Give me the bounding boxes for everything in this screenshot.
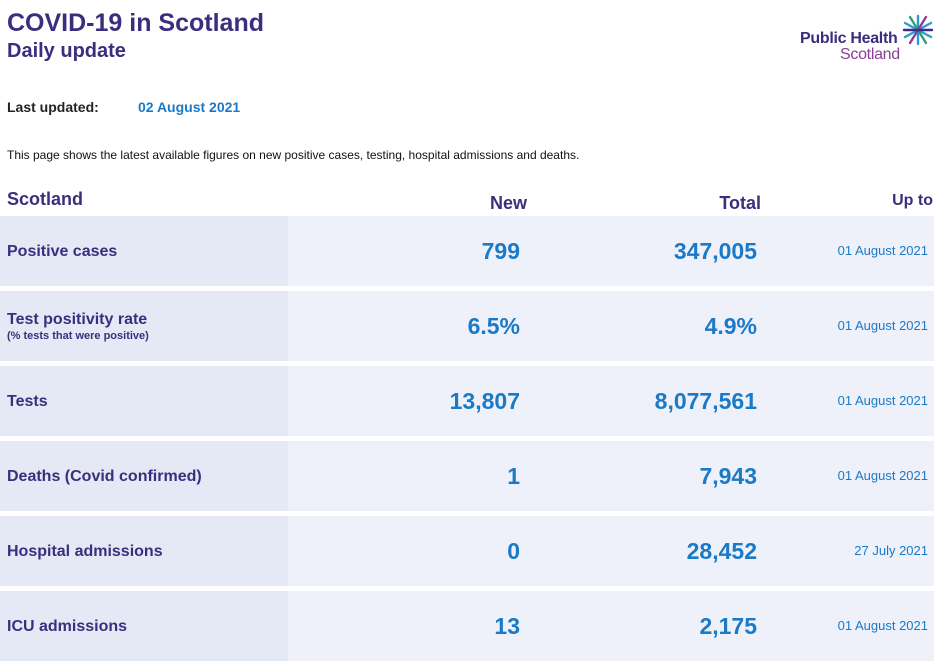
row-label-cell bbox=[0, 441, 288, 511]
logo-star-icon bbox=[902, 14, 934, 46]
page-title: COVID-19 in Scotland bbox=[7, 9, 264, 37]
row-date: 01 August 2021 bbox=[837, 393, 928, 408]
row-label-cell bbox=[0, 366, 288, 436]
row-date: 01 August 2021 bbox=[837, 243, 928, 258]
row-new-value: 13,807 bbox=[449, 388, 520, 414]
row-label: Test positivity rate bbox=[7, 311, 148, 328]
table-row: Hospital admissions 0 28,452 27 July 202… bbox=[0, 516, 934, 586]
row-total-value: 347,005 bbox=[673, 238, 757, 264]
row-label-cell bbox=[0, 516, 288, 586]
column-header-up-to: Up to bbox=[892, 192, 933, 209]
table-row: Positive cases 799 347,005 01 August 202… bbox=[0, 216, 934, 286]
row-new-value: 13 bbox=[494, 613, 520, 639]
row-total-value: 2,175 bbox=[699, 613, 757, 639]
row-label-cell bbox=[0, 216, 288, 286]
column-header-total: Total bbox=[719, 193, 761, 213]
row-label-cell bbox=[0, 591, 288, 661]
last-updated-value: 02 August 2021 bbox=[138, 99, 241, 115]
row-date: 27 July 2021 bbox=[854, 543, 928, 558]
column-header-new: New bbox=[489, 193, 527, 213]
column-header-region: Scotland bbox=[7, 189, 84, 209]
phs-logo[interactable]: Public Health Scotland bbox=[800, 14, 935, 68]
row-label: Deaths (Covid confirmed) bbox=[7, 468, 202, 485]
row-date: 01 August 2021 bbox=[837, 318, 928, 333]
logo-text-line2: Scotland bbox=[840, 46, 900, 63]
row-new-value: 1 bbox=[507, 463, 520, 489]
row-label-cell bbox=[0, 291, 288, 361]
row-total-value: 7,943 bbox=[699, 463, 757, 489]
row-label: Tests bbox=[7, 393, 48, 410]
row-new-value: 0 bbox=[507, 538, 520, 564]
logo-text-line1: Public Health bbox=[800, 30, 898, 47]
row-new-value: 6.5% bbox=[467, 313, 520, 339]
row-sublabel: (% tests that were positive) bbox=[7, 330, 149, 342]
row-label: ICU admissions bbox=[7, 618, 128, 635]
table-row: Test positivity rate (% tests that were … bbox=[0, 291, 934, 361]
row-date: 01 August 2021 bbox=[837, 468, 928, 483]
row-label: Positive cases bbox=[7, 243, 118, 260]
table-row: Tests 13,807 8,077,561 01 August 2021 bbox=[0, 366, 934, 436]
intro-text: This page shows the latest available fig… bbox=[7, 148, 580, 162]
row-date: 01 August 2021 bbox=[837, 618, 928, 633]
row-total-value: 28,452 bbox=[686, 538, 757, 564]
last-updated-label: Last updated: bbox=[7, 99, 99, 115]
table-row: ICU admissions 13 2,175 01 August 2021 bbox=[0, 591, 934, 661]
row-total-value: 4.9% bbox=[704, 313, 757, 339]
row-new-value: 799 bbox=[481, 238, 520, 264]
page-subtitle: Daily update bbox=[7, 40, 126, 62]
table-row: Deaths (Covid confirmed) 1 7,943 01 Augu… bbox=[0, 441, 934, 511]
row-label: Hospital admissions bbox=[7, 543, 163, 560]
row-total-value: 8,077,561 bbox=[654, 388, 757, 414]
